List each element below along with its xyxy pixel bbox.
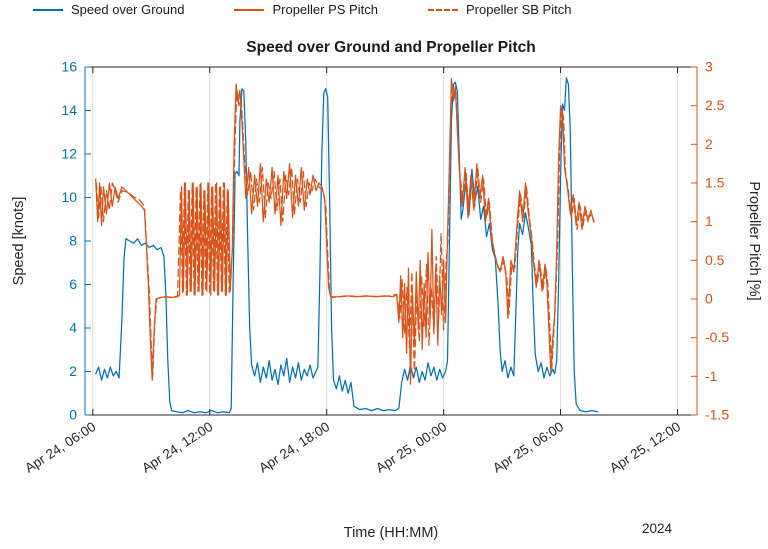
right-tick-label: 1.5: [705, 175, 725, 191]
x-axis-title: Time (HH:MM): [344, 525, 439, 541]
x-tick-label: Apr 24, 12:00: [139, 419, 215, 476]
x-tick-label: Apr 25, 00:00: [373, 419, 449, 476]
data-series: [95, 77, 599, 414]
right-tick-label: 3: [705, 59, 713, 75]
left-tick-label: 14: [61, 102, 77, 118]
left-tick-label: 12: [61, 146, 77, 162]
left-tick-label: 6: [69, 276, 77, 292]
tick-labels: Apr 24, 06:00 Apr 24, 12:00 Apr 24, 18:00 A…: [22, 59, 729, 476]
series-line-propeller-ps-pitch: [95, 77, 595, 385]
tick-marks: [85, 66, 697, 416]
series-line-speed-over-ground: [95, 77, 599, 414]
x-tick-label: Apr 25, 12:00: [607, 419, 683, 476]
right-tick-label: 1: [705, 213, 713, 229]
right-tick-label: -1.5: [705, 407, 729, 423]
chart-title: Speed over Ground and Propeller Pitch: [246, 39, 535, 56]
x-tick-label: Apr 24, 18:00: [256, 419, 332, 476]
series-line-propeller-sb-pitch: [95, 81, 595, 377]
left-tick-label: 0: [69, 407, 77, 423]
right-tick-label: 2.5: [705, 97, 725, 113]
legend: Speed over Ground Propeller PS Pitch Pro…: [33, 2, 571, 17]
left-axis-title: Speed [knots]: [11, 197, 27, 286]
right-tick-label: 0.5: [705, 252, 725, 268]
left-tick-label: 16: [61, 59, 77, 75]
left-tick-label: 2: [69, 363, 77, 379]
legend-item-speed-over-ground: Speed over Ground: [33, 2, 184, 17]
x-tick-label: Apr 25, 06:00: [490, 419, 566, 476]
right-tick-label: 2: [705, 136, 713, 152]
x-tick-label: Apr 24, 06:00: [22, 419, 98, 476]
left-tick-label: 8: [69, 233, 77, 249]
left-tick-label: 4: [69, 320, 77, 336]
right-tick-label: -0.5: [705, 329, 729, 345]
right-tick-label: -1: [705, 368, 718, 384]
axes-box: [84, 66, 698, 416]
legend-item-ps-pitch: Propeller PS Pitch: [234, 2, 378, 17]
legend-line-sample-speed: [33, 8, 63, 11]
legend-line-sample-sb-pitch: [427, 8, 458, 11]
legend-label-speed: Speed over Ground: [71, 2, 185, 17]
legend-line-sample-ps-pitch: [234, 8, 265, 11]
legend-label-ps-pitch: Propeller PS Pitch: [272, 2, 378, 17]
right-tick-label: 0: [705, 291, 713, 307]
x-axis-year-label: 2024: [642, 521, 673, 536]
legend-item-sb-pitch: Propeller SB Pitch: [427, 2, 572, 17]
right-axis-title: Propeller Pitch [%]: [746, 181, 762, 300]
left-tick-label: 10: [61, 189, 77, 205]
legend-label-sb-pitch: Propeller SB Pitch: [465, 2, 572, 17]
